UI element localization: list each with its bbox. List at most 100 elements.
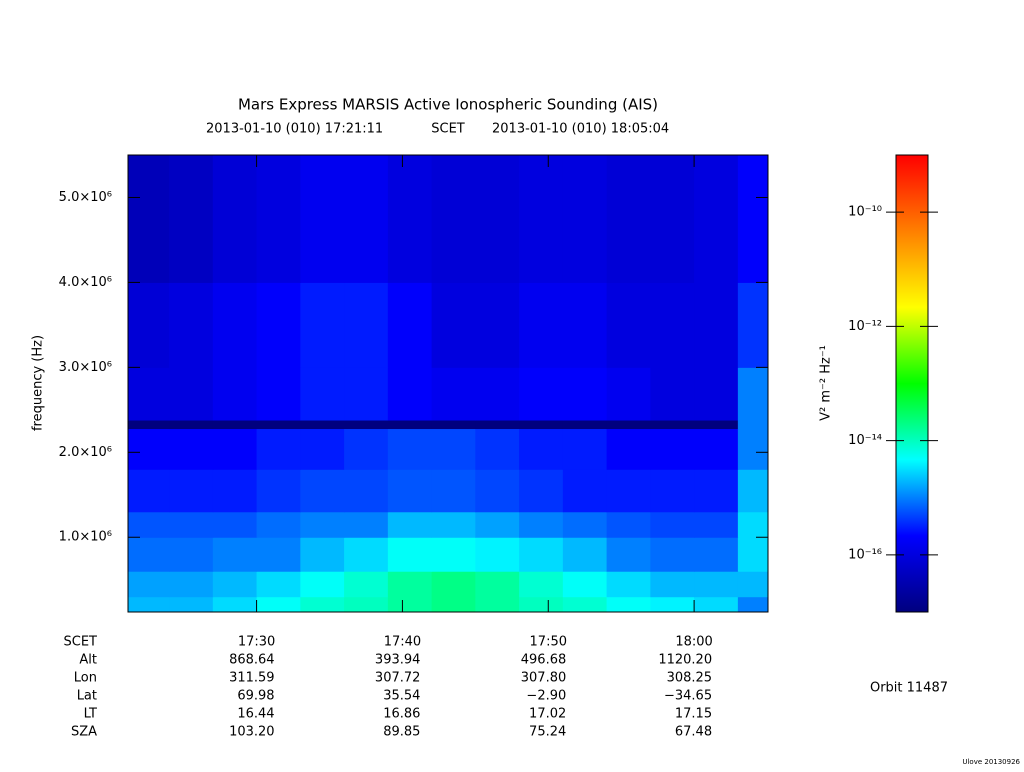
spectrogram-cell <box>562 537 608 572</box>
spectrogram-cell <box>650 511 695 538</box>
spectrogram-cell <box>562 511 608 538</box>
colorbar-tick-label: 10⁻¹² <box>848 319 882 334</box>
spectrogram-cell <box>475 282 520 368</box>
spectrogram-cell <box>562 428 608 470</box>
ephemeris-value: 496.68 <box>521 653 567 668</box>
spectrogram-cell <box>737 511 769 538</box>
spectrogram-cell <box>606 571 651 598</box>
spectrogram-cell <box>387 420 433 430</box>
spectrogram-cell <box>737 367 769 421</box>
colorbar-tick-label: 10⁻¹⁴ <box>848 433 882 448</box>
spectrogram-cell <box>256 511 301 538</box>
spectrogram-cell <box>694 571 739 598</box>
spectrogram-cell <box>519 596 564 613</box>
spectrogram-cell <box>475 155 520 283</box>
spectrogram-cell <box>344 428 389 470</box>
spectrogram-cell <box>128 511 170 538</box>
spectrogram-cell <box>431 155 476 283</box>
spectrogram-cell <box>650 537 695 572</box>
spectrogram-cell <box>694 537 739 572</box>
spectrogram-cell <box>300 511 345 538</box>
spectrogram-cell <box>431 420 476 430</box>
spectrogram-cell <box>562 571 608 598</box>
spectrogram-cell <box>344 469 389 513</box>
spectrogram-cell <box>128 282 170 368</box>
y-tick-label: 2.0×10⁶ <box>59 445 112 460</box>
spectrogram-cell <box>694 367 739 421</box>
spectrogram-cell <box>694 596 739 613</box>
spectrogram-cell <box>650 420 695 430</box>
spectrogram-cell <box>169 420 214 430</box>
spectrogram-cell <box>431 282 476 368</box>
row-label: Alt <box>79 653 97 668</box>
spectrogram-cell <box>519 155 564 283</box>
spectrogram-cell <box>344 571 389 598</box>
spectrogram-cell <box>606 428 651 470</box>
spectrogram-cell <box>387 571 433 598</box>
spectrogram-cell <box>694 511 739 538</box>
spectrogram-cell <box>475 469 520 513</box>
spectrogram-cell <box>300 571 345 598</box>
spectrogram-cell <box>650 571 695 598</box>
row-label: LT <box>84 707 97 722</box>
spectrogram-cell <box>169 537 214 572</box>
ephemeris-value: −2.90 <box>526 689 566 704</box>
spectrogram-cell <box>212 511 258 538</box>
x-tick-label: 17:50 <box>530 635 567 650</box>
spectrogram-cell <box>650 367 695 421</box>
spectrogram-cell <box>212 571 258 598</box>
spectrogram-cell <box>169 428 214 470</box>
spectrogram-cell <box>562 282 608 368</box>
spectrogram-cell <box>431 537 476 572</box>
spectrogram-cell <box>475 420 520 430</box>
row-label: Lon <box>74 671 97 686</box>
spectrogram-cell <box>737 537 769 572</box>
ephemeris-value: 89.85 <box>383 725 420 740</box>
spectrogram-cell <box>344 537 389 572</box>
spectrogram-cell <box>212 537 258 572</box>
spectrogram-cell <box>169 469 214 513</box>
spectrogram-cell <box>650 155 695 283</box>
spectrogram-cell <box>344 367 389 421</box>
spectrogram-cell <box>344 511 389 538</box>
spectrogram-cell <box>128 155 170 283</box>
spectrogram-cell <box>387 282 433 368</box>
spectrogram-cell <box>519 420 564 430</box>
spectrogram-cell <box>650 469 695 513</box>
spectrogram-cell <box>387 469 433 513</box>
ephemeris-value: 307.72 <box>375 671 421 686</box>
spectrogram-cell <box>344 596 389 613</box>
spectrogram-cell <box>431 571 476 598</box>
row-label: Lat <box>77 689 97 704</box>
ephemeris-value: 1120.20 <box>658 653 712 668</box>
spectrogram-cell <box>737 420 769 430</box>
spectrogram-cell <box>694 282 739 368</box>
spectrogram-cell <box>606 282 651 368</box>
spectrogram-cell <box>606 367 651 421</box>
row-label: SZA <box>71 725 97 740</box>
x-tick-label: 17:30 <box>238 635 275 650</box>
spectrogram-cell <box>387 537 433 572</box>
spectrogram-cell <box>737 596 769 613</box>
spectrogram-cell <box>650 428 695 470</box>
colorbar <box>895 154 929 613</box>
y-tick-label: 5.0×10⁶ <box>59 190 112 205</box>
spectrogram-cell <box>256 155 301 283</box>
spectrogram-cell <box>300 428 345 470</box>
spectrogram-cell <box>475 596 520 613</box>
spectrogram-cell <box>256 537 301 572</box>
spectrogram-cell <box>519 537 564 572</box>
spectrogram-cell <box>212 420 258 430</box>
colorbar-label: V² m⁻² Hz⁻¹ <box>819 345 834 421</box>
spectrogram-cell <box>562 367 608 421</box>
spectrogram-cell <box>256 282 301 368</box>
spectrogram <box>128 155 769 613</box>
spectrogram-cell <box>475 511 520 538</box>
spectrogram-cell <box>300 537 345 572</box>
spectrogram-cell <box>519 469 564 513</box>
spectrogram-cell <box>256 420 301 430</box>
end-time: 2013-01-10 (010) 18:05:04 <box>492 122 669 137</box>
spectrogram-cell <box>387 428 433 470</box>
spectrogram-cell <box>519 367 564 421</box>
spectrogram-cell <box>300 469 345 513</box>
